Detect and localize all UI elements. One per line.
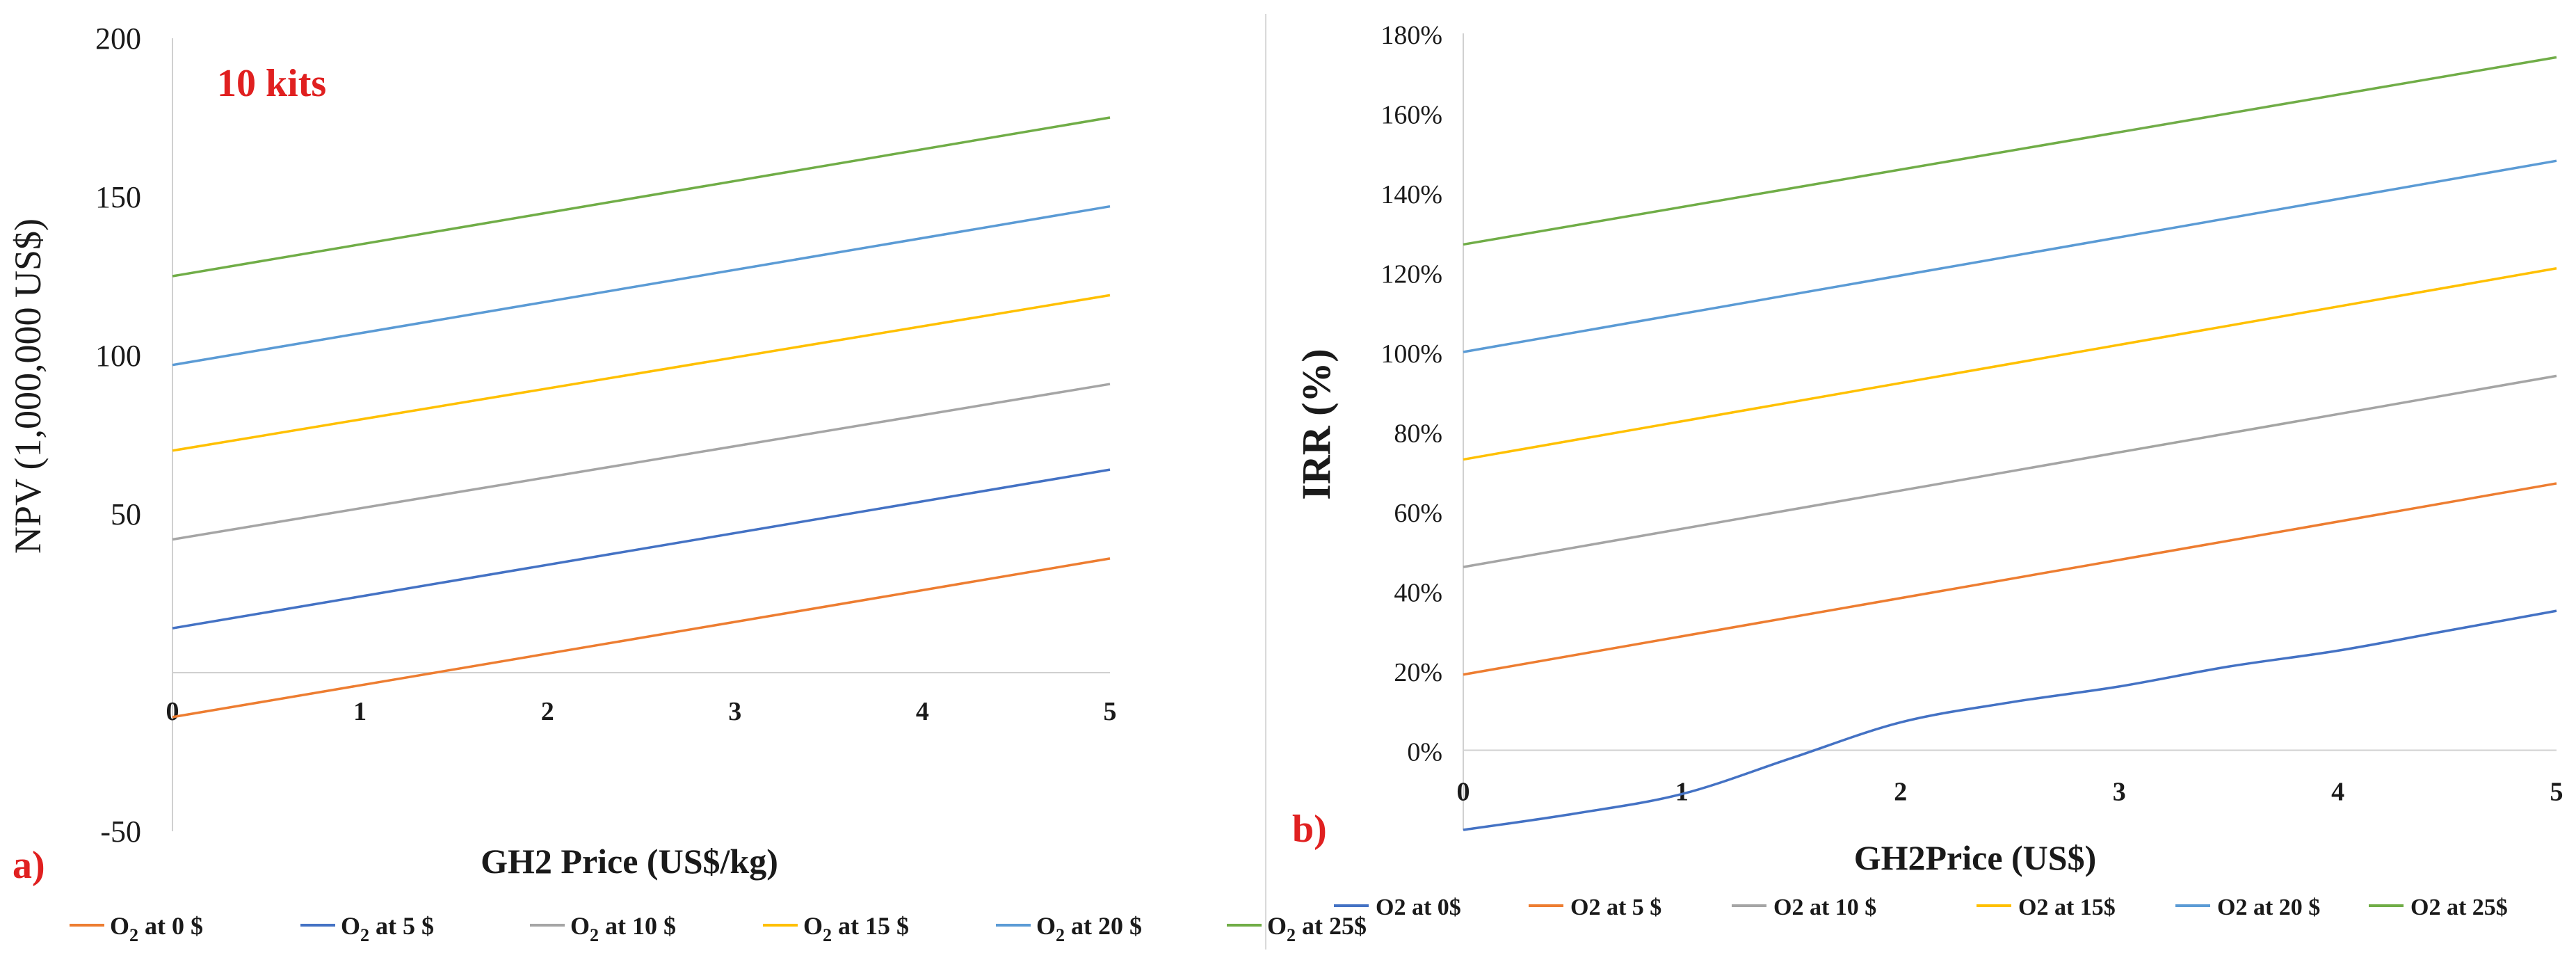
panel-label-b: b) — [1292, 808, 1327, 851]
irr-legend-item: O2 at 15$ — [1977, 895, 2116, 920]
irr-x-tick-label: 4 — [2331, 778, 2344, 807]
npv-legend-item: O2 at 20 $ — [996, 912, 1142, 945]
irr-y-tick-label: 160% — [1380, 101, 1442, 130]
npv-chart: 200 150 100 50 -50 0 1 2 3 4 5 NPV (1,000,000 US$… — [7, 22, 1367, 945]
npv-x-tick-label: 0 — [166, 697, 179, 726]
npv-annotation: 10 kits — [217, 62, 326, 105]
irr-legend: O2 at 0$ O2 at 5 $ O2 at 10 $ O2 at 15$ O2 a… — [1334, 895, 2508, 920]
irr-y-tick-label: 60% — [1394, 499, 1442, 528]
irr-legend-item: O2 at 20 $ — [2175, 895, 2320, 920]
npv-x-tick-label: 5 — [1104, 697, 1117, 726]
irr-x-axis-label: GH2Price (US$) — [1854, 838, 2097, 877]
irr-y-tick-label: 40% — [1394, 579, 1442, 608]
npv-y-tick-label: 50 — [111, 497, 141, 531]
npv-series-line — [172, 205, 1111, 367]
irr-y-axis-label: IRR (%) — [1294, 349, 1339, 499]
npv-legend-label: O2 at 10 $ — [570, 912, 676, 945]
irr-legend-item: O2 at 0$ — [1334, 895, 1461, 920]
irr-series-line — [1463, 609, 2557, 831]
npv-legend-label: O2 at 15 $ — [803, 912, 909, 945]
irr-series-line — [1463, 267, 2557, 461]
npv-legend-item: O2 at 10 $ — [530, 912, 676, 945]
irr-y-tick-label: 20% — [1394, 658, 1442, 687]
irr-legend-label: O2 at 15$ — [2018, 895, 2116, 920]
irr-series-lines — [1463, 56, 2557, 831]
npv-y-tick-label: -50 — [100, 815, 141, 849]
irr-series-line — [1463, 374, 2557, 568]
npv-series-line — [172, 383, 1111, 541]
npv-legend: O2 at 0 $ O2 at 5 $ O2 at 10 $ O2 at 15 $ O2… — [70, 912, 1367, 945]
npv-legend-label: O2 at 5 $ — [341, 912, 434, 945]
irr-legend-label: O2 at 25$ — [2410, 895, 2508, 920]
npv-series-lines — [172, 116, 1111, 719]
npv-x-tick-label: 2 — [541, 697, 554, 726]
npv-series-line — [172, 116, 1111, 278]
irr-y-tick-label: 0% — [1407, 738, 1442, 767]
irr-x-ticks: 0 1 2 3 4 5 — [1457, 778, 2563, 807]
npv-legend-item: O2 at 25$ — [1227, 912, 1367, 945]
irr-x-tick-label: 5 — [2550, 778, 2563, 807]
panel-label-a: a) — [13, 844, 45, 887]
npv-legend-item: O2 at 0 $ — [70, 912, 203, 945]
irr-legend-label: O2 at 10 $ — [1773, 895, 1876, 920]
irr-y-ticks: 180% 160% 140% 120% 100% 80% 60% 40% 20% 0% — [1380, 21, 1442, 767]
npv-series-line — [172, 468, 1111, 630]
irr-x-tick-label: 2 — [1894, 778, 1907, 807]
irr-series-line — [1463, 482, 2557, 676]
irr-x-tick-label: 1 — [1675, 778, 1689, 807]
irr-legend-label: O2 at 0$ — [1376, 895, 1461, 920]
npv-series-line — [172, 557, 1111, 719]
irr-y-tick-label: 140% — [1380, 180, 1442, 209]
irr-y-tick-label: 180% — [1380, 21, 1442, 50]
irr-y-tick-label: 100% — [1380, 339, 1442, 369]
npv-legend-label: O2 at 0 $ — [110, 912, 203, 945]
npv-series-line — [172, 294, 1111, 452]
npv-x-tick-label: 4 — [916, 697, 929, 726]
irr-y-tick-label: 120% — [1380, 260, 1442, 289]
npv-legend-item: O2 at 5 $ — [300, 912, 434, 945]
npv-y-axis-label: NPV (1,000,000 US$) — [7, 218, 49, 554]
npv-x-tick-label: 3 — [728, 697, 741, 726]
irr-series-line — [1463, 56, 2557, 246]
npv-x-ticks: 0 1 2 3 4 5 — [166, 697, 1117, 726]
npv-legend-item: O2 at 15 $ — [763, 912, 909, 945]
irr-legend-item: O2 at 25$ — [2369, 895, 2508, 920]
irr-y-tick-label: 80% — [1394, 419, 1442, 449]
npv-y-tick-label: 150 — [95, 180, 141, 214]
irr-x-tick-label: 0 — [1457, 778, 1470, 807]
npv-x-tick-label: 1 — [353, 697, 367, 726]
npv-x-axis-label: GH2 Price (US$/kg) — [481, 842, 778, 881]
npv-y-ticks: 200 150 100 50 -50 — [95, 22, 141, 849]
irr-series-line — [1463, 159, 2557, 353]
npv-legend-label: O2 at 25$ — [1267, 912, 1367, 945]
npv-legend-label: O2 at 20 $ — [1036, 912, 1142, 945]
npv-y-tick-label: 100 — [95, 339, 141, 373]
irr-chart: 180% 160% 140% 120% 100% 80% 60% 40% 20% 0% 0 1 2 3 4… — [1292, 21, 2563, 920]
npv-y-tick-label: 200 — [95, 22, 141, 56]
irr-legend-label: O2 at 20 $ — [2217, 895, 2320, 920]
irr-legend-item: O2 at 10 $ — [1732, 895, 1876, 920]
irr-legend-label: O2 at 5 $ — [1570, 895, 1661, 920]
irr-legend-item: O2 at 5 $ — [1529, 895, 1661, 920]
irr-x-tick-label: 3 — [2113, 778, 2126, 807]
